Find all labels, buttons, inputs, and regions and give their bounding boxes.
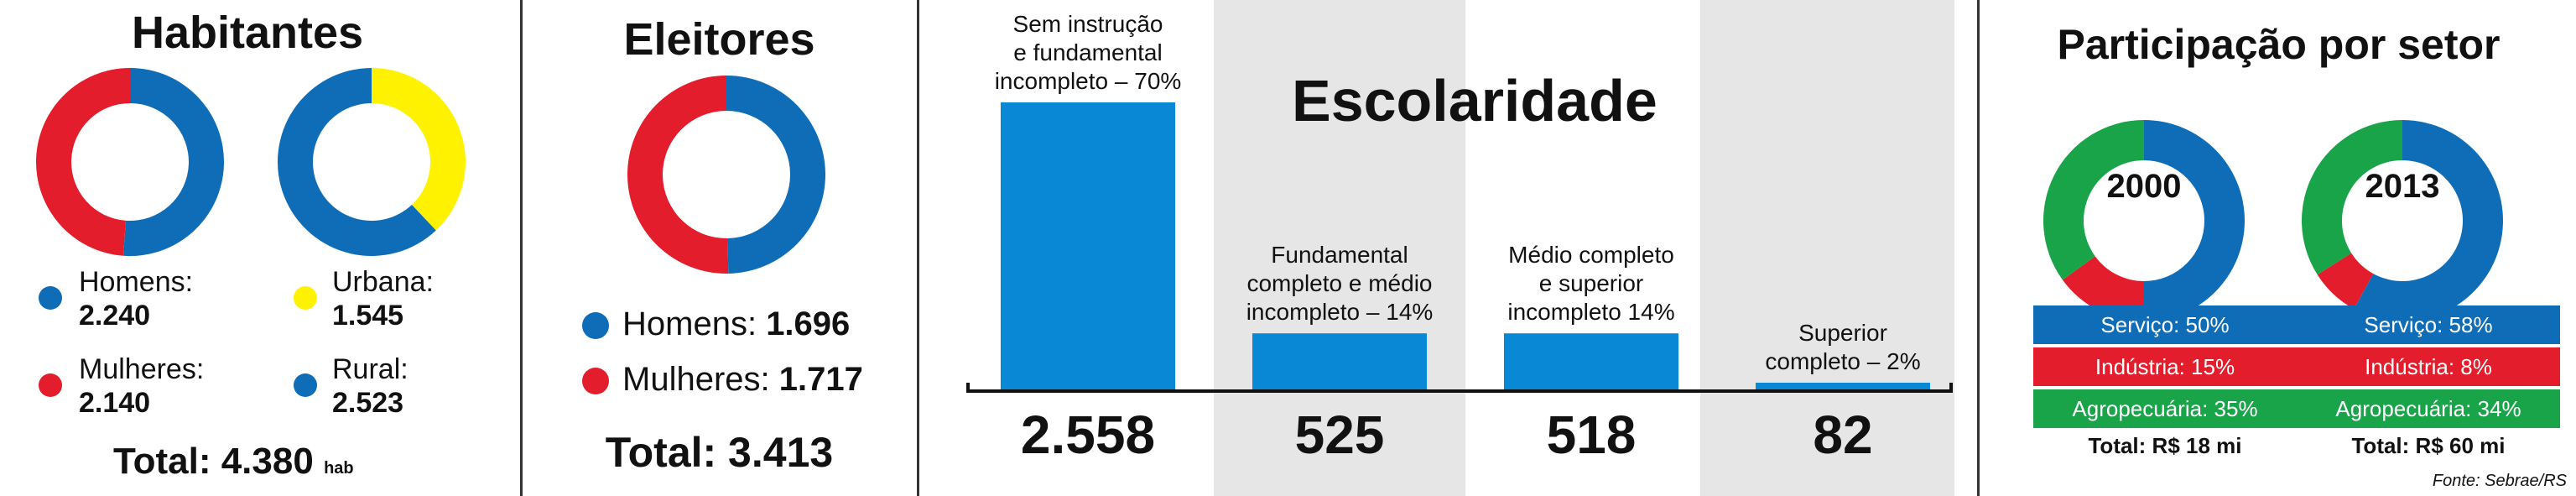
homens-legend-dot xyxy=(39,286,62,310)
section-divider xyxy=(520,0,523,496)
habitantes-total: Total: 4.380 hab xyxy=(113,441,354,483)
habitantes-area-donut xyxy=(278,68,466,256)
habitantes-title: Habitantes xyxy=(131,8,364,58)
section-divider xyxy=(917,0,919,496)
eleitores-total: Total: 3.413 xyxy=(605,429,834,476)
industria-2000-slice xyxy=(2062,256,2144,321)
habitantes-gender-donut xyxy=(35,68,224,256)
servico-2013-slice xyxy=(2354,120,2503,321)
escolaridade-value-label: 518 xyxy=(1547,405,1637,465)
habitantes-total-unit: hab xyxy=(324,459,354,478)
section-divider xyxy=(1977,0,1980,496)
gray-band xyxy=(1214,0,1465,496)
eleitores-homens-label: Homens: xyxy=(622,305,757,342)
participacao-title: Participação por setor xyxy=(2057,21,2501,68)
eleitores-mulheres-label: Mulheres: xyxy=(622,361,770,398)
mulheres-slice xyxy=(35,68,130,256)
eleitores-homens-legend: Homens: 1.696 xyxy=(622,305,850,343)
gray-band xyxy=(1700,0,1954,496)
rural-legend-label: Rural: xyxy=(332,353,409,385)
year-2000-label: 2000 xyxy=(2106,168,2182,205)
rural-slice xyxy=(278,68,436,256)
mulheres-legend-label: Mulheres: xyxy=(79,353,205,385)
eleitores-donut xyxy=(627,76,825,274)
donut-2013 xyxy=(2302,120,2503,321)
eleitores-mulheres-slice xyxy=(627,76,729,274)
homens-legend-label: Homens: xyxy=(79,266,194,298)
escolaridade-value-label: 82 xyxy=(1813,405,1872,465)
eleitores-mulheres-value: 1.717 xyxy=(778,361,863,398)
source-note: Fonte: Sebrae/RS xyxy=(2432,472,2567,490)
escolaridade-title: Escolaridade xyxy=(1292,68,1657,133)
escolaridade-bar-label: completo – 2% xyxy=(1765,348,1920,374)
donut-2000 xyxy=(2043,120,2245,321)
escolaridade-bar-label: Médio completo xyxy=(1508,242,1674,268)
industria-band xyxy=(2033,347,2560,386)
rural-legend-value: 2.523 xyxy=(332,387,404,419)
escolaridade-bar xyxy=(1001,102,1175,391)
habitantes-total-label: Total: 4.380 xyxy=(113,441,314,482)
urbana-legend-value: 1.545 xyxy=(332,300,404,332)
escolaridade-bar-label: e fundamental xyxy=(1013,39,1162,65)
escolaridade-bar-label: e superior xyxy=(1539,270,1644,296)
urbana-legend-dot xyxy=(294,286,317,310)
eleitores-mulheres-legend: Mulheres: 1.717 xyxy=(622,361,863,399)
agro-2000-slice xyxy=(2043,120,2144,280)
homens-legend-value: 2.240 xyxy=(79,300,151,332)
escolaridade-bar-label: incompleto 14% xyxy=(1507,299,1674,325)
escolaridade-axis xyxy=(966,383,1953,393)
escolaridade-bar xyxy=(1504,333,1678,391)
industria-2013: Indústria: 8% xyxy=(2365,354,2492,379)
urbana-slice xyxy=(372,68,466,231)
total-2000: Total: R$ 18 mi xyxy=(2088,433,2242,458)
total-2013: Total: R$ 60 mi xyxy=(2351,433,2506,458)
escolaridade-bar-label: completo e médio xyxy=(1246,270,1432,296)
agro-2000: Agropecuária: 35% xyxy=(2072,396,2258,421)
escolaridade-bar-label: Fundamental xyxy=(1271,242,1408,268)
escolaridade-bar-label: Superior xyxy=(1798,320,1887,346)
eleitores-title: Eleitores xyxy=(623,14,815,65)
rural-legend-dot xyxy=(294,373,317,397)
industria-2013-slice xyxy=(2317,253,2374,310)
agro-2013: Agropecuária: 34% xyxy=(2335,396,2521,421)
servico-band xyxy=(2033,305,2560,344)
eleitores-mulheres-dot xyxy=(582,368,609,394)
escolaridade-bar xyxy=(1756,383,1930,391)
servico-2013: Serviço: 58% xyxy=(2364,312,2493,337)
urbana-legend-label: Urbana: xyxy=(332,266,434,298)
escolaridade-bar-label: incompleto – 70% xyxy=(995,68,1182,94)
servico-2000: Serviço: 50% xyxy=(2100,312,2230,337)
mulheres-legend-dot xyxy=(39,373,62,397)
industria-2000: Indústria: 15% xyxy=(2095,354,2235,379)
escolaridade-bar-label: incompleto – 14% xyxy=(1246,299,1434,325)
escolaridade-value-label: 2.558 xyxy=(1021,405,1155,465)
escolaridade-bar-label: Sem instrução xyxy=(1013,11,1163,37)
servico-2000-slice xyxy=(2144,120,2245,321)
escolaridade-bar xyxy=(1252,333,1427,391)
year-2013-label: 2013 xyxy=(2365,168,2440,205)
agro-2013-slice xyxy=(2302,120,2402,275)
eleitores-homens-slice xyxy=(726,76,825,274)
mulheres-legend-value: 2.140 xyxy=(79,387,151,419)
escolaridade-value-label: 525 xyxy=(1295,405,1385,465)
homens-slice xyxy=(122,68,224,256)
eleitores-homens-dot xyxy=(582,312,609,339)
agro-band xyxy=(2033,389,2560,428)
eleitores-homens-value: 1.696 xyxy=(766,305,851,342)
